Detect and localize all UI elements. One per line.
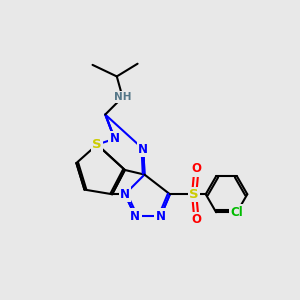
Text: N: N: [110, 132, 119, 145]
Text: O: O: [191, 162, 202, 175]
Text: Cl: Cl: [230, 206, 243, 219]
Text: S: S: [189, 188, 199, 201]
Text: N: N: [138, 143, 148, 156]
Text: S: S: [92, 138, 102, 151]
Text: O: O: [191, 213, 202, 226]
Text: N: N: [130, 210, 140, 223]
Text: NH: NH: [114, 92, 131, 102]
Text: N: N: [156, 210, 166, 223]
Text: N: N: [120, 188, 130, 201]
